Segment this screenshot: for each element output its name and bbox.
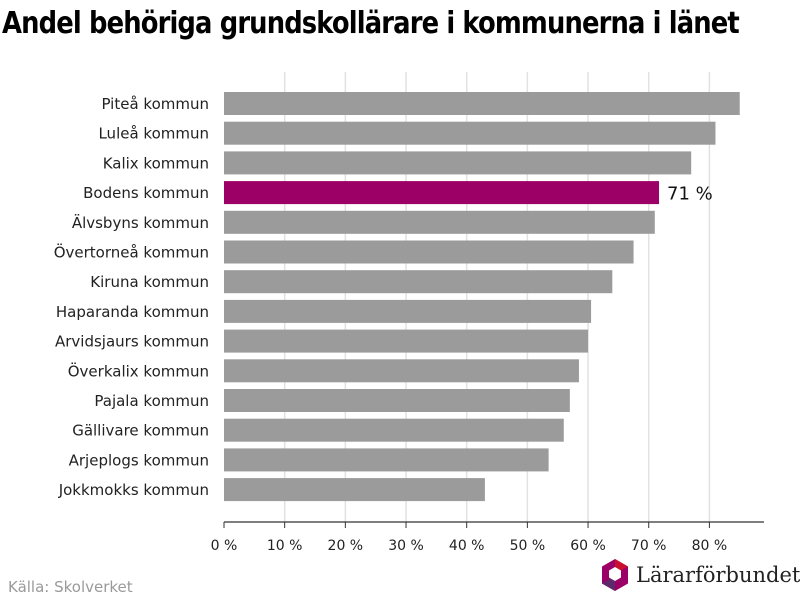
bar (224, 270, 613, 294)
value-label: 71 % (667, 184, 713, 205)
category-label: Bodens kommun (83, 184, 209, 202)
category-label: Arvidsjaurs kommun (55, 333, 209, 351)
bar (224, 121, 716, 145)
bar-highlighted (224, 181, 660, 205)
bar (224, 151, 692, 175)
category-label: Arjeplogs kommun (69, 451, 209, 469)
x-axis: 0 % 10 % 20 % 30 % 40 % 50 % 60 % 70 % 80 % (211, 521, 764, 554)
x-tick-label: 40 % (449, 538, 485, 554)
category-label: Övertorneå kommun (54, 243, 209, 262)
category-label: Överkalix kommun (68, 361, 209, 380)
x-tick-label: 60 % (570, 538, 606, 554)
bar (224, 329, 589, 353)
category-label: Älvsbyns kommun (72, 213, 209, 232)
x-tick-label: 50 % (510, 538, 546, 554)
bar (224, 359, 579, 383)
bar (224, 448, 549, 472)
bar (224, 418, 564, 442)
brand-logo: Lärarförbundet (600, 558, 800, 592)
category-label: Haparanda kommun (56, 303, 209, 321)
x-tick-label: 10 % (267, 538, 303, 554)
bar (224, 210, 655, 234)
bar (224, 92, 740, 115)
x-tick-label: 0 % (211, 538, 238, 554)
bar (224, 478, 485, 502)
category-label: Jokkmokks kommun (58, 481, 209, 499)
brand-name: Lärarförbundet (636, 563, 800, 587)
category-label: Kalix kommun (103, 154, 209, 172)
category-label: Kiruna kommun (90, 273, 209, 291)
bar (224, 389, 570, 412)
category-label: Pajala kommun (94, 392, 209, 410)
category-label: Piteå kommun (101, 95, 209, 113)
lararforbundet-logo-icon (602, 559, 628, 591)
x-tick-label: 20 % (328, 538, 364, 554)
category-label: Luleå kommun (98, 125, 209, 143)
grid-lines (283, 72, 711, 522)
x-tick-label: 70 % (631, 538, 667, 554)
bar (224, 299, 592, 323)
category-label: Gällivare kommun (72, 422, 209, 440)
x-tick-label: 80 % (692, 538, 728, 554)
source-note: Källa: Skolverket (8, 578, 133, 596)
bar (224, 240, 634, 264)
x-tick-label: 30 % (388, 538, 424, 554)
chart-title: Andel behöriga grundskollärare i kommune… (2, 6, 740, 41)
bars (224, 92, 740, 502)
category-labels: Piteå kommun Luleå kommun Kalix kommun Bode… (54, 95, 713, 499)
